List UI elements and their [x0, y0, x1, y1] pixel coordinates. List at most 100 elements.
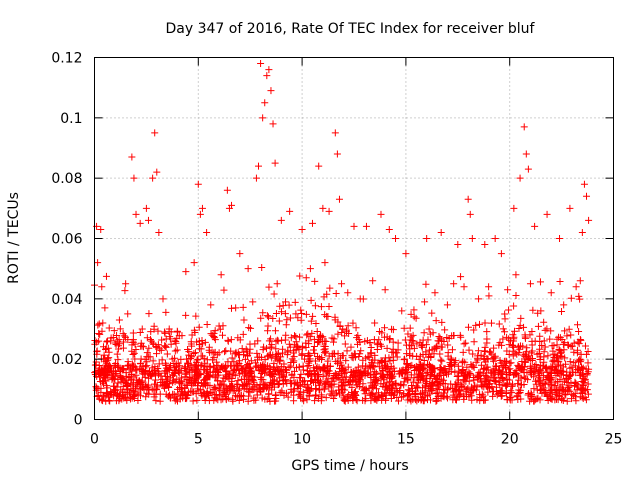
- data-point: [563, 332, 571, 340]
- data-point: [568, 363, 576, 371]
- data-point: [102, 357, 110, 365]
- data-point: [210, 333, 218, 341]
- data-point: [198, 379, 206, 387]
- data-point: [440, 337, 448, 345]
- data-point: [529, 355, 537, 363]
- data-point: [282, 377, 290, 385]
- data-point: [169, 376, 177, 384]
- data-point: [120, 338, 128, 346]
- data-point: [153, 383, 161, 391]
- data-point: [567, 331, 575, 339]
- data-point: [507, 369, 515, 377]
- data-point: [440, 371, 448, 379]
- data-point: [121, 287, 129, 295]
- data-point: [361, 390, 369, 398]
- data-point: [287, 362, 295, 370]
- data-point: [257, 60, 265, 68]
- data-point: [311, 277, 319, 285]
- x-tick-label: 25: [605, 432, 623, 448]
- data-point: [349, 368, 357, 376]
- data-point: [149, 357, 157, 365]
- data-point: [341, 379, 349, 387]
- data-point: [231, 392, 239, 400]
- data-point: [536, 278, 544, 286]
- data-point: [242, 364, 250, 372]
- data-point: [468, 362, 476, 370]
- data-point: [269, 381, 277, 389]
- data-point: [444, 394, 452, 402]
- data-point: [388, 373, 396, 381]
- data-point: [305, 361, 313, 369]
- data-point: [407, 371, 415, 379]
- data-point: [458, 382, 466, 390]
- data-point: [559, 385, 567, 393]
- data-point: [444, 384, 452, 392]
- data-point: [130, 174, 138, 182]
- data-point: [437, 356, 445, 364]
- data-point: [521, 333, 529, 341]
- data-point: [246, 340, 254, 348]
- data-point: [259, 380, 267, 388]
- data-point: [584, 359, 592, 367]
- data-point: [284, 347, 292, 355]
- data-point: [270, 376, 278, 384]
- data-point: [518, 358, 526, 366]
- y-tick-label: 0.02: [51, 352, 82, 368]
- data-point: [137, 392, 145, 400]
- data-point: [271, 327, 279, 335]
- data-point: [131, 355, 139, 363]
- data-point: [355, 383, 363, 391]
- data-point: [203, 320, 211, 328]
- data-point: [128, 367, 136, 375]
- data-point: [193, 356, 201, 364]
- data-point: [286, 207, 294, 215]
- data-point: [413, 340, 421, 348]
- data-point: [455, 387, 463, 395]
- data-point: [521, 353, 529, 361]
- data-point: [340, 392, 348, 400]
- data-point: [210, 334, 218, 342]
- data-point: [105, 397, 113, 405]
- data-point: [546, 376, 554, 384]
- data-point: [394, 397, 402, 405]
- data-point: [276, 389, 284, 397]
- data-point: [286, 343, 294, 351]
- data-point: [119, 344, 127, 352]
- data-point: [310, 346, 318, 354]
- data-point: [342, 373, 350, 381]
- data-point: [367, 349, 375, 357]
- data-point: [173, 375, 181, 383]
- data-point: [350, 372, 358, 380]
- data-point: [558, 367, 566, 375]
- data-point: [413, 397, 421, 405]
- data-point: [453, 373, 461, 381]
- data-point: [546, 335, 554, 343]
- data-point: [174, 368, 182, 376]
- data-point: [533, 386, 541, 394]
- data-point: [115, 397, 123, 405]
- data-point: [379, 392, 387, 400]
- data-point: [216, 325, 224, 333]
- data-point: [409, 331, 417, 339]
- data-point: [564, 386, 572, 394]
- data-point: [311, 349, 319, 357]
- data-point: [94, 321, 102, 329]
- data-point: [139, 383, 147, 391]
- data-point: [99, 319, 107, 327]
- data-point: [156, 390, 164, 398]
- data-point: [362, 354, 370, 362]
- data-point: [149, 339, 157, 347]
- data-point: [229, 396, 237, 404]
- data-point: [103, 384, 111, 392]
- data-point: [315, 354, 323, 362]
- data-point: [530, 373, 538, 381]
- data-point: [311, 397, 319, 405]
- data-point: [437, 375, 445, 383]
- data-point: [362, 395, 370, 403]
- data-point: [250, 373, 258, 381]
- data-point: [440, 385, 448, 393]
- data-point: [298, 225, 306, 233]
- data-point: [92, 358, 100, 366]
- data-point: [238, 345, 246, 353]
- data-point: [128, 360, 136, 368]
